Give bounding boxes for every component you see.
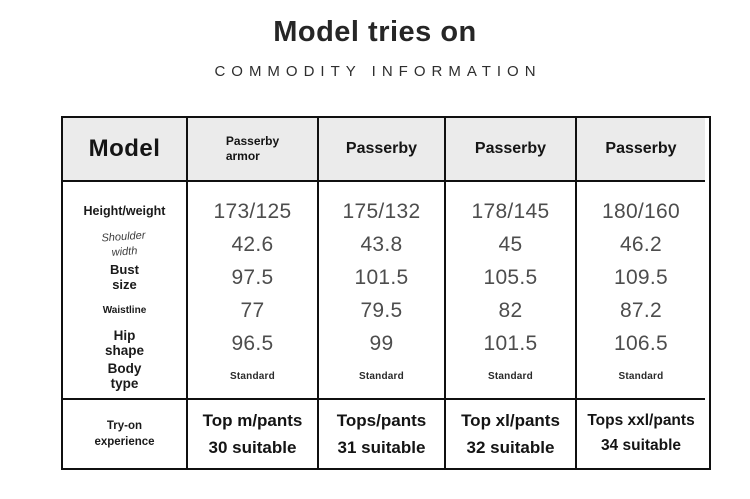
label-bust-size: Bust size: [110, 262, 139, 292]
header-cell-passerby-armor: Passerby armor: [188, 118, 319, 182]
value-tryon-experience: Tops xxl/pants 34 suitable: [587, 412, 695, 454]
value-tryon-experience: Tops/pants 31 suitable: [336, 410, 427, 457]
value-body-type: Standard: [230, 371, 275, 382]
value-waistline: 87.2: [619, 298, 663, 322]
measurement-column-model-2: 175/132 43.8 101.5 79.5 99 Standard: [319, 182, 446, 400]
tryon-label-cell: Try-on experience: [63, 400, 188, 468]
value-body-type: Standard: [488, 371, 533, 382]
value-tryon-experience: Top xl/pants 32 suitable: [461, 410, 560, 457]
value-shoulder-width: 45: [498, 232, 523, 256]
model-size-table: Model Passerby armor Passerby Passerby P…: [61, 116, 711, 470]
header-cell-passerby-4: Passerby: [577, 118, 705, 182]
value-bust-size: 109.5: [613, 265, 669, 289]
value-height-weight: 173/125: [213, 199, 292, 223]
value-height-weight: 180/160: [601, 199, 680, 223]
header-model-label: Model: [88, 135, 161, 162]
value-waistline: 77: [240, 298, 265, 322]
value-bust-size: 101.5: [354, 265, 409, 289]
measurement-label-column: Height/weight Shoulder width Bust size W…: [63, 182, 188, 400]
label-hip-shape: Hip shape: [104, 327, 145, 358]
measurement-column-model-4: 180/160 46.2 109.5 87.2 106.5 Standard: [577, 182, 705, 400]
value-waistline: 79.5: [360, 298, 403, 322]
measurement-column-model-1: 173/125 42.6 97.5 77 96.5 Standard: [188, 182, 319, 400]
value-height-weight: 175/132: [342, 199, 421, 223]
measurement-column-model-3: 178/145 45 105.5 82 101.5 Standard: [446, 182, 577, 400]
value-shoulder-width: 43.8: [360, 232, 403, 256]
label-height-weight: Height/weight: [83, 203, 166, 218]
tryon-cell-model-4: Tops xxl/pants 34 suitable: [577, 400, 705, 468]
tryon-cell-model-1: Top m/pants 30 suitable: [188, 400, 319, 468]
value-hip-shape: 99: [369, 331, 394, 355]
value-tryon-experience: Top m/pants 30 suitable: [202, 410, 303, 457]
value-shoulder-width: 42.6: [231, 232, 274, 256]
page-title: Model tries on: [273, 16, 477, 48]
header-passerby-label: Passerby: [345, 140, 418, 157]
value-bust-size: 105.5: [483, 265, 538, 289]
tryon-cell-model-2: Tops/pants 31 suitable: [319, 400, 446, 468]
value-height-weight: 178/145: [471, 199, 550, 223]
value-body-type: Standard: [359, 371, 404, 382]
value-hip-shape: 101.5: [483, 331, 538, 355]
value-shoulder-width: 46.2: [619, 232, 663, 256]
label-tryon-experience: Try-on experience: [94, 419, 155, 448]
page-subtitle: COMMODITY INFORMATION: [214, 63, 542, 80]
header-cell-passerby-2: Passerby: [319, 118, 446, 182]
header-passerby-label: Passerby: [474, 140, 547, 157]
header-passerby-armor-label: Passerby armor: [225, 134, 280, 163]
label-waistline: Waistline: [102, 305, 147, 316]
value-bust-size: 97.5: [231, 265, 274, 289]
label-body-type: Body type: [107, 360, 142, 391]
header-passerby-label: Passerby: [605, 140, 677, 157]
label-shoulder-width: Shoulder width: [101, 229, 147, 259]
header-cell-passerby-3: Passerby: [446, 118, 577, 182]
tryon-cell-model-3: Top xl/pants 32 suitable: [446, 400, 577, 468]
value-body-type: Standard: [618, 371, 664, 382]
value-waistline: 82: [498, 298, 523, 322]
value-hip-shape: 106.5: [613, 331, 669, 355]
value-hip-shape: 96.5: [231, 331, 274, 355]
header-cell-model: Model: [63, 118, 188, 182]
